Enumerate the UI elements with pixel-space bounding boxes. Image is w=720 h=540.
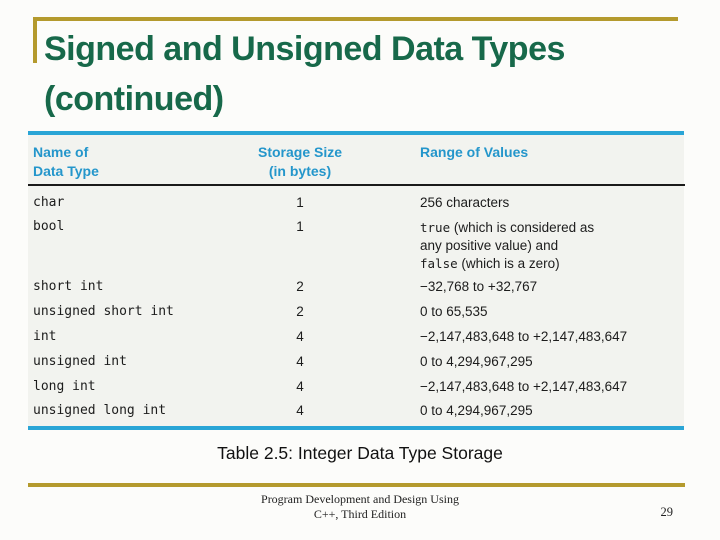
range-of-values: −32,768 to +32,767 <box>420 279 538 294</box>
page-number: 29 <box>660 505 674 519</box>
datatype-name: unsigned int <box>33 354 127 369</box>
range-of-values: 0 to 65,535 <box>420 304 488 319</box>
footer-line1: Program Development and Design Using <box>261 492 459 506</box>
top-border-line <box>33 17 678 21</box>
table-row: unsigned long int 4 0 to 4,294,967,295 <box>33 403 688 425</box>
column-header-name: Name of Data Type <box>33 144 99 179</box>
storage-size: 2 <box>296 304 304 319</box>
footer-text: Program Development and Design Using C++… <box>0 492 720 522</box>
storage-size: 4 <box>296 354 304 369</box>
datatype-name: int <box>33 329 57 344</box>
footer-line2: C++, Third Edition <box>313 507 407 521</box>
storage-size: 2 <box>296 279 304 294</box>
header-separator-line <box>28 184 685 186</box>
datatype-name: char <box>33 195 65 210</box>
table-row: unsigned int 4 0 to 4,294,967,295 <box>33 354 688 376</box>
column-header-range: Range of Values <box>420 144 529 160</box>
range-of-values: 256 characters <box>420 195 510 210</box>
range-of-values: −2,147,483,648 to +2,147,483,647 <box>420 379 628 394</box>
range-of-values: true (which is considered as any positiv… <box>420 220 595 271</box>
table-bottom-line <box>28 426 684 430</box>
slide-title-line1: Signed and Unsigned Data Types <box>44 30 565 68</box>
storage-size: 4 <box>296 403 304 418</box>
datatype-name: unsigned long int <box>33 403 167 418</box>
column-header-storage-size: Storage Size (in bytes) <box>257 144 343 179</box>
title-underline <box>28 131 684 135</box>
datatype-name: long int <box>33 379 96 394</box>
storage-size: 4 <box>296 329 304 344</box>
range-of-values: 0 to 4,294,967,295 <box>420 354 533 369</box>
datatype-name: bool <box>33 219 65 234</box>
table-row: unsigned short int 2 0 to 65,535 <box>33 304 688 326</box>
table-row: long int 4 −2,147,483,648 to +2,147,483,… <box>33 379 688 401</box>
storage-size: 4 <box>296 379 304 394</box>
storage-size: 1 <box>296 219 304 234</box>
table-row: bool 1 true (which is considered as any … <box>33 219 688 277</box>
table-image-background <box>28 135 684 426</box>
table-row: char 1 256 characters <box>33 195 688 217</box>
left-border-line <box>33 17 37 63</box>
table-row: int 4 −2,147,483,648 to +2,147,483,647 <box>33 329 688 351</box>
slide-title: Signed and Unsigned Data Types (continue… <box>44 24 694 124</box>
datatype-name: unsigned short int <box>33 304 174 319</box>
table-caption: Table 2.5: Integer Data Type Storage <box>217 443 503 463</box>
footer-separator-line <box>28 483 685 487</box>
slide-title-line2: (continued) <box>44 80 224 118</box>
range-of-values: −2,147,483,648 to +2,147,483,647 <box>420 329 628 344</box>
table-row: short int 2 −32,768 to +32,767 <box>33 279 688 301</box>
datatype-name: short int <box>33 279 104 294</box>
storage-size: 1 <box>296 195 304 210</box>
range-of-values: 0 to 4,294,967,295 <box>420 403 533 418</box>
